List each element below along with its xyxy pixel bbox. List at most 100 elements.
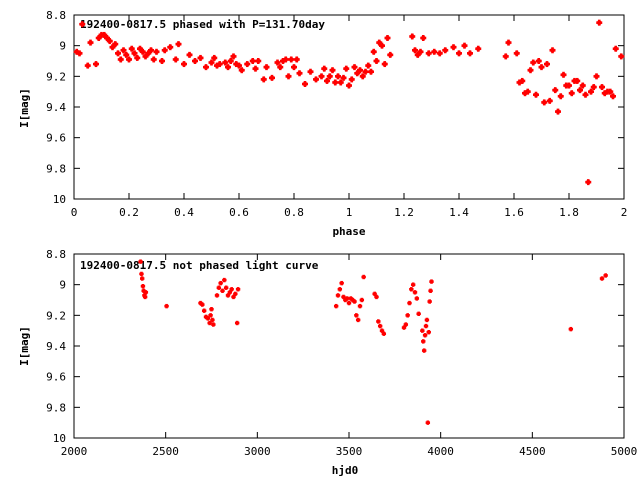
data-point [533, 91, 539, 98]
data-point [403, 322, 409, 327]
data-point [231, 294, 236, 300]
data-point [427, 299, 432, 304]
data-point [376, 319, 381, 324]
data-point [227, 58, 234, 64]
data-point [229, 287, 234, 292]
data-point [225, 293, 231, 298]
data-point [420, 35, 427, 41]
data-point [384, 35, 391, 41]
data-point [599, 276, 605, 281]
data-point [346, 300, 352, 306]
x-tick-label: 1.2 [394, 206, 414, 219]
data-point [208, 59, 215, 66]
data-point [333, 303, 339, 309]
data-point [175, 41, 182, 48]
data-point [424, 317, 430, 323]
data-point [337, 79, 344, 86]
data-point [203, 64, 209, 71]
y-tick-label: 9 [59, 279, 66, 292]
data-point [234, 320, 240, 326]
data-point [313, 76, 319, 83]
data-point [207, 320, 212, 326]
x-tick-label: 2000 [61, 445, 88, 458]
data-point [134, 54, 141, 61]
data-point [560, 71, 567, 78]
data-point [210, 317, 215, 323]
data-point [348, 76, 355, 83]
data-point [332, 79, 339, 86]
y-tick-label: 9.6 [46, 132, 66, 145]
data-point [326, 73, 333, 80]
data-point [381, 331, 387, 336]
data-point [530, 59, 537, 66]
data-point [140, 276, 145, 281]
y-tick-label: 9.2 [46, 309, 66, 322]
data-point [431, 48, 438, 55]
data-point [555, 108, 561, 115]
x-tick-label: 1.4 [449, 206, 469, 219]
data-point [420, 328, 425, 333]
data-point [233, 291, 238, 297]
x-tick-label: 1.6 [504, 206, 524, 219]
data-point [524, 88, 531, 95]
x-tick-label: 4500 [519, 445, 546, 458]
data-point [222, 277, 227, 283]
data-point [352, 299, 357, 304]
data-point [541, 99, 548, 106]
data-point [230, 53, 237, 60]
data-point [140, 284, 146, 289]
plot-frame [73, 253, 625, 439]
data-point [296, 70, 303, 77]
data-point [87, 39, 94, 46]
data-point [197, 54, 204, 61]
data-point [249, 58, 256, 64]
data-point [277, 64, 284, 71]
data-point [355, 317, 361, 323]
data-point [401, 325, 407, 330]
data-point [425, 50, 432, 57]
data-point [288, 56, 295, 63]
data-point [235, 287, 241, 292]
data-point [588, 88, 594, 95]
x-axis-label: hjd0 [332, 464, 359, 477]
data-point [120, 47, 127, 54]
data-point [513, 50, 520, 57]
data-point [220, 288, 225, 293]
phased-light-curve-panel: 0 0.2 0.4 0.6 0.8 1 1.2 1.4 1.6 1.8 2 8.8 9 9.2 9.4 9.6… [18, 9, 627, 238]
data-point [126, 56, 132, 63]
data-point [255, 58, 262, 64]
chart-title: 192400-0817.5 phased with P=131.70day [80, 18, 325, 31]
data-point [566, 82, 572, 89]
data-point [106, 38, 113, 45]
data-point [205, 316, 211, 321]
x-tick-label: 0.6 [229, 206, 249, 219]
data-point [519, 77, 526, 84]
x-tick-label: 4000 [427, 445, 454, 458]
x-tick-label: 0.8 [284, 206, 304, 219]
y-axis-label: I[mag] [18, 326, 31, 366]
data-point [335, 73, 341, 80]
data-point [84, 62, 91, 69]
data-point [546, 97, 553, 104]
x-tick-label: 2500 [152, 445, 179, 458]
data-point [214, 293, 220, 298]
x-tick-label: 0.4 [174, 206, 194, 219]
data-point [321, 65, 328, 72]
y-tick-label: 8.8 [46, 9, 66, 22]
data-point [377, 323, 383, 329]
data-point [115, 50, 121, 57]
y-axis-label: I[mag] [18, 88, 31, 128]
x-tick-label: 0.2 [119, 206, 139, 219]
data-point [159, 58, 165, 64]
data-point [374, 294, 379, 300]
data-point [252, 65, 259, 72]
data-point [456, 50, 462, 57]
data-point [260, 76, 267, 83]
x-tick-label: 3500 [336, 445, 363, 458]
data-point [416, 311, 421, 316]
data-point [359, 73, 366, 80]
data-point [505, 39, 512, 46]
data-point [379, 328, 385, 333]
data-point [373, 58, 380, 64]
data-point [502, 53, 509, 60]
